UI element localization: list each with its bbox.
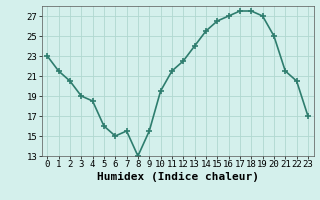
X-axis label: Humidex (Indice chaleur): Humidex (Indice chaleur) [97, 172, 259, 182]
